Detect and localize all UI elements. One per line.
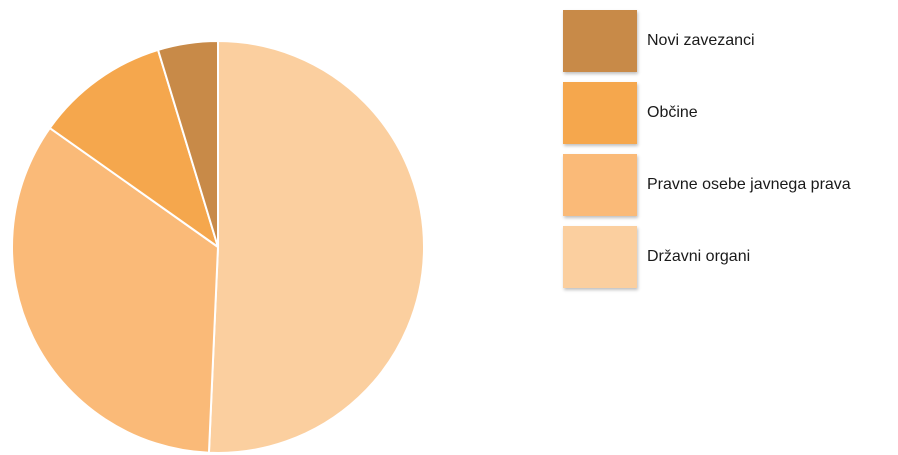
legend-label-drzavni-organi: Državni organi (647, 248, 751, 265)
legend-label-obcine: Občine (647, 104, 698, 121)
legend-swatch-pravne-osebe (563, 154, 637, 216)
pie-slices (11, 40, 426, 454)
legend-swatch-drzavni-organi (563, 226, 637, 288)
legend: Novi zavezanci Občine Pravne osebe javne… (563, 10, 898, 298)
legend-item-novi-zavezanci: Novi zavezanci (563, 10, 898, 72)
legend-swatch-obcine (563, 82, 637, 144)
legend-item-obcine: Občine (563, 82, 898, 144)
pie-slice-drzavni-organi (207, 40, 426, 454)
pie-slice-novi-zavezanci (157, 40, 219, 248)
pie-slice-pravne-osebe-javnega-prava (11, 127, 219, 454)
pie-slice-obcine (48, 48, 219, 248)
legend-item-drzavni-organi: Državni organi (563, 226, 898, 288)
legend-swatch-novi-zavezanci (563, 10, 637, 72)
legend-item-pravne-osebe: Pravne osebe javnega prava (563, 154, 898, 216)
legend-label-novi-zavezanci: Novi zavezanci (647, 32, 755, 49)
legend-label-pravne-osebe: Pravne osebe javnega prava (647, 176, 851, 193)
